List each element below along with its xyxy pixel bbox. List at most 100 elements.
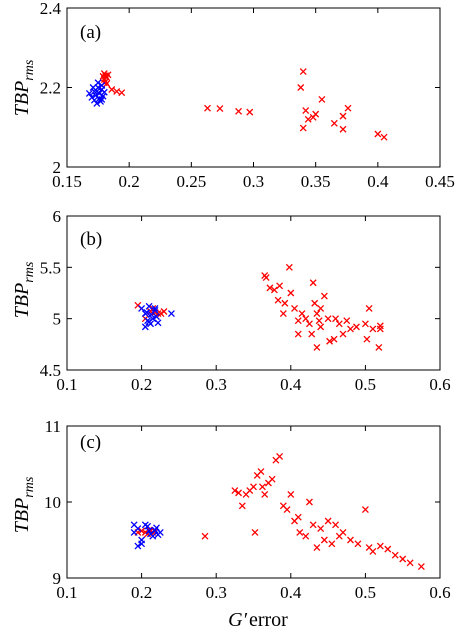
data-point bbox=[93, 88, 101, 95]
data-point bbox=[268, 475, 276, 483]
data-point bbox=[302, 532, 310, 540]
series-red bbox=[134, 263, 384, 351]
data-point bbox=[299, 68, 307, 76]
data-point bbox=[104, 71, 112, 79]
x-tick-label: 0.2 bbox=[131, 583, 152, 602]
data-point bbox=[297, 84, 305, 91]
data-point bbox=[313, 343, 321, 351]
data-point bbox=[151, 304, 159, 312]
y-tick-label: 2 bbox=[53, 158, 62, 177]
data-point bbox=[90, 96, 98, 104]
data-point bbox=[143, 309, 151, 316]
x-tick-label: 0.35 bbox=[301, 172, 331, 191]
y-tick-label: 9 bbox=[53, 569, 62, 588]
data-point bbox=[406, 559, 414, 567]
data-point bbox=[296, 528, 304, 536]
data-point bbox=[141, 323, 149, 331]
data-point bbox=[375, 343, 383, 351]
series-blue bbox=[85, 79, 108, 107]
data-point bbox=[246, 108, 254, 116]
y-tick-label: 2.4 bbox=[40, 0, 62, 18]
data-point bbox=[305, 320, 313, 328]
data-point bbox=[344, 104, 352, 112]
data-point bbox=[291, 304, 298, 312]
data-point bbox=[347, 536, 354, 544]
data-point bbox=[85, 90, 93, 97]
x-tick-label: 0.1 bbox=[56, 375, 77, 394]
data-point bbox=[157, 310, 165, 317]
data-point bbox=[308, 330, 316, 338]
data-point bbox=[258, 483, 266, 491]
data-point bbox=[330, 335, 338, 343]
data-point bbox=[281, 299, 289, 307]
data-point bbox=[216, 105, 224, 113]
data-point bbox=[354, 540, 362, 548]
data-point bbox=[328, 540, 336, 548]
data-point bbox=[313, 544, 321, 552]
data-point bbox=[299, 124, 307, 132]
x-tick-label: 0.25 bbox=[176, 172, 206, 191]
data-point bbox=[399, 555, 407, 563]
data-point bbox=[361, 320, 369, 328]
data-point bbox=[262, 274, 270, 282]
data-point bbox=[118, 89, 126, 97]
data-point bbox=[99, 72, 107, 80]
data-point bbox=[374, 130, 382, 138]
data-point bbox=[361, 506, 369, 514]
data-point bbox=[332, 521, 340, 529]
data-point bbox=[376, 542, 384, 550]
data-point bbox=[201, 532, 209, 540]
data-point bbox=[384, 545, 392, 553]
data-point bbox=[231, 487, 239, 495]
data-point bbox=[138, 527, 146, 535]
data-point bbox=[294, 330, 302, 338]
x-tick-label: 0.15 bbox=[52, 172, 82, 191]
data-point bbox=[339, 528, 347, 536]
data-point bbox=[276, 452, 284, 460]
data-point bbox=[134, 542, 142, 550]
y-tick-label: 4.5 bbox=[40, 361, 61, 380]
data-point bbox=[339, 125, 347, 133]
data-point bbox=[154, 319, 162, 327]
x-tick-label: 0.45 bbox=[425, 172, 455, 191]
x-tick-label: 0.3 bbox=[243, 172, 264, 191]
data-point bbox=[235, 489, 243, 497]
data-point bbox=[318, 95, 326, 103]
data-point bbox=[274, 296, 282, 304]
series-blue bbox=[138, 302, 175, 331]
y-tick-label: 2.2 bbox=[40, 79, 61, 98]
y-axis-title: TBPrms bbox=[11, 261, 37, 318]
panel-label: (a) bbox=[80, 22, 101, 43]
data-point bbox=[298, 310, 306, 317]
panel-a: TBPrms (a) 0.15 0.2 0.25 0.3 0.35 0.4 0.45 2 2.2… bbox=[11, 0, 455, 191]
data-point bbox=[317, 525, 325, 533]
data-point bbox=[103, 80, 111, 87]
data-point bbox=[376, 322, 384, 330]
data-point bbox=[144, 522, 152, 530]
x-tick-label: 0.5 bbox=[355, 375, 376, 394]
x-tick-label: 0.2 bbox=[131, 375, 152, 394]
data-point bbox=[294, 513, 302, 521]
data-point bbox=[250, 483, 257, 491]
y-tick-label: 5 bbox=[53, 310, 62, 329]
data-point bbox=[380, 133, 388, 141]
data-point bbox=[153, 313, 160, 321]
plot-area-frame bbox=[66, 7, 441, 168]
x-tick-label: 0.6 bbox=[429, 583, 450, 602]
data-point bbox=[287, 289, 295, 297]
data-point bbox=[276, 282, 284, 290]
data-point bbox=[160, 308, 168, 315]
series-blue bbox=[130, 521, 164, 550]
data-point bbox=[315, 317, 323, 325]
data-point bbox=[138, 536, 146, 544]
data-point bbox=[138, 304, 146, 312]
data-point bbox=[204, 104, 211, 112]
data-point bbox=[339, 112, 347, 120]
data-point bbox=[376, 325, 384, 333]
data-point bbox=[352, 323, 360, 331]
data-point bbox=[309, 279, 317, 287]
data-point bbox=[287, 490, 295, 498]
data-point bbox=[145, 318, 153, 326]
data-point bbox=[332, 315, 340, 323]
data-point bbox=[363, 335, 371, 343]
